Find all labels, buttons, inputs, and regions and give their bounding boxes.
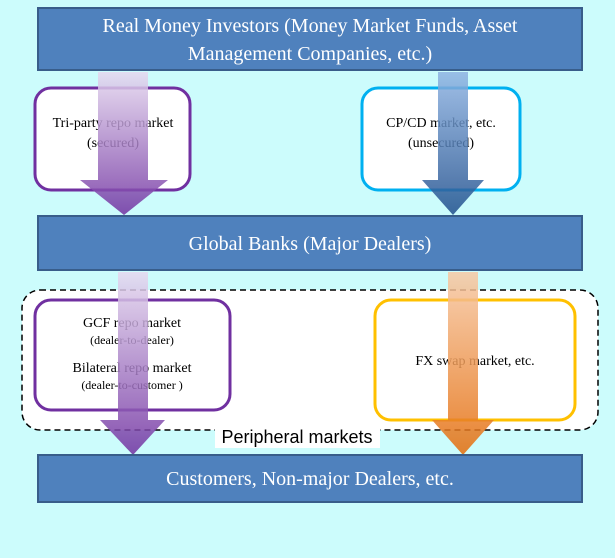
customers-label: Customers, Non-major Dealers, etc. bbox=[166, 468, 454, 490]
arrow bbox=[100, 272, 165, 455]
banks-label: Global Banks (Major Dealers) bbox=[189, 233, 432, 255]
arrow bbox=[432, 272, 494, 455]
arrow bbox=[80, 72, 168, 215]
investors-box bbox=[37, 7, 583, 71]
customers-box bbox=[37, 454, 583, 503]
label-backdrop bbox=[215, 426, 380, 448]
peripheral-label: Peripheral markets bbox=[221, 427, 372, 447]
investors-line: Management Companies, etc.) bbox=[188, 43, 432, 65]
investors-line: Real Money Investors (Money Market Funds… bbox=[103, 15, 518, 37]
banks-box bbox=[37, 215, 583, 271]
arrow bbox=[422, 72, 484, 215]
